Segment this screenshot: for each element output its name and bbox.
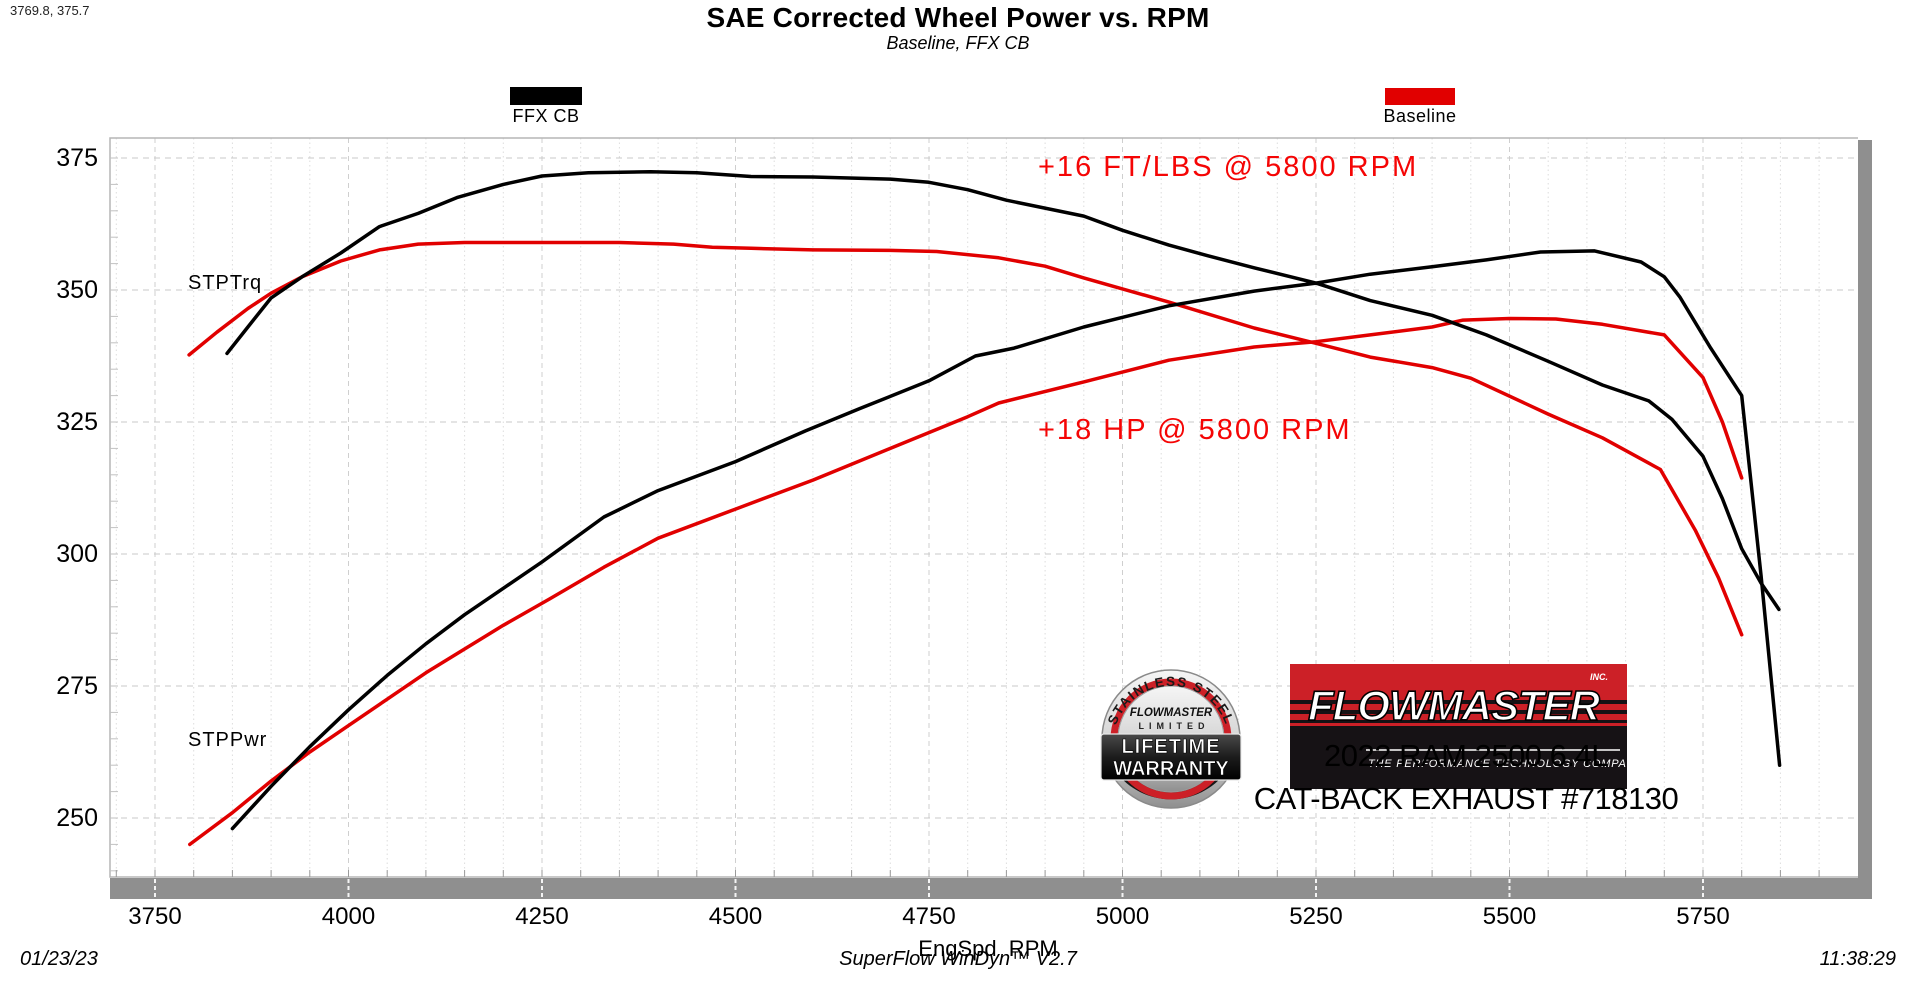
x-tick-label-4000: 4000 <box>321 903 376 930</box>
badge-limited-text: LIMITED <box>1139 721 1210 731</box>
badge-warranty-text: WARRANTY <box>1113 758 1229 780</box>
y-tick-label-325: 325 <box>56 408 98 436</box>
vehicle-name: 2022 RAM 2500 6.4L <box>1324 738 1609 773</box>
curve-baseline-stptrq <box>187 240 1744 637</box>
logo-inc-text: INC. <box>1590 672 1608 682</box>
legend-swatch-ffxcb <box>510 87 582 105</box>
logo-red-field <box>1290 664 1627 726</box>
curve-baseline-stppwr <box>188 316 1744 847</box>
product-name: CAT-BACK EXHAUST #718130 <box>1253 781 1679 816</box>
y-tick-label-350: 350 <box>56 276 98 304</box>
flowmaster-logo: INC. FLOWMASTER THE PERFORMANCE TECHNOLO… <box>1290 664 1627 789</box>
x-tick-label-4500: 4500 <box>708 903 763 930</box>
logo-wordmark: FLOWMASTER <box>1308 682 1601 729</box>
y-tick-label-275: 275 <box>56 672 98 700</box>
vertical-scrollbar[interactable] <box>1858 140 1872 899</box>
x-axis-title: EngSpd RPM <box>918 936 1058 961</box>
x-tick-label-5500: 5500 <box>1482 903 1537 930</box>
horizontal-scrollbar[interactable] <box>110 878 1858 899</box>
logo-stripe <box>1290 710 1627 714</box>
x-tick-label-5250: 5250 <box>1289 903 1343 930</box>
legend-label-ffxcb: FFX CB <box>512 106 580 126</box>
x-tick-label-5750: 5750 <box>1676 903 1730 930</box>
power-curve-label: STPPwr <box>188 729 268 751</box>
y-tick-label-375: 375 <box>56 144 98 172</box>
curve-ffx-cb-stptrq <box>225 169 1781 612</box>
chart-subtitle: Baseline, FFX CB <box>886 33 1030 53</box>
y-tick-label-250: 250 <box>56 804 98 832</box>
lifetime-warranty-badge: STAINLESS STEEL FLOWMASTER LIMITED LIFET… <box>1100 669 1242 809</box>
legend-label-baseline: Baseline <box>1383 106 1457 126</box>
plot-border <box>109 137 1858 878</box>
legend-swatch-baseline <box>1385 88 1455 105</box>
logo-stripe <box>1290 720 1627 723</box>
cursor-readout: 3769.8, 375.7 <box>10 3 90 18</box>
badge-brand-text: FLOWMASTER <box>1130 707 1213 719</box>
power-gain-annotation: +18 HP @ 5800 RPM <box>1038 414 1352 446</box>
logo-tagline: THE PERFORMANCE TECHNOLOGY COMPANY <box>1368 758 1627 770</box>
footer-date: 01/23/23 <box>20 948 98 970</box>
x-tick-label-3750: 3750 <box>128 903 182 930</box>
x-tick-label-4750: 4750 <box>902 903 956 930</box>
footer-software: SuperFlow WinDyn™ V2.7 <box>839 948 1077 970</box>
y-tick-label-300: 300 <box>56 540 98 568</box>
torque-gain-annotation: +16 FT/LBS @ 5800 RPM <box>1038 151 1419 183</box>
x-tick-label-5000: 5000 <box>1095 903 1150 930</box>
curve-ffx-cb-stppwr <box>230 249 1782 831</box>
vehicle-caption-block: 2022 RAM 2500 6.4L CAT-BACK EXHAUST #718… <box>1166 738 1766 817</box>
footer-time: 11:38:29 <box>1819 948 1896 970</box>
logo-stripe <box>1290 700 1627 704</box>
x-tick-label-4250: 4250 <box>515 903 569 930</box>
badge-lifetime-text: LIFETIME <box>1121 736 1220 758</box>
torque-curve-label: STPTrq <box>188 272 263 294</box>
chart-title: SAE Corrected Wheel Power vs. RPM <box>706 2 1210 33</box>
badge-banner <box>1100 733 1242 781</box>
